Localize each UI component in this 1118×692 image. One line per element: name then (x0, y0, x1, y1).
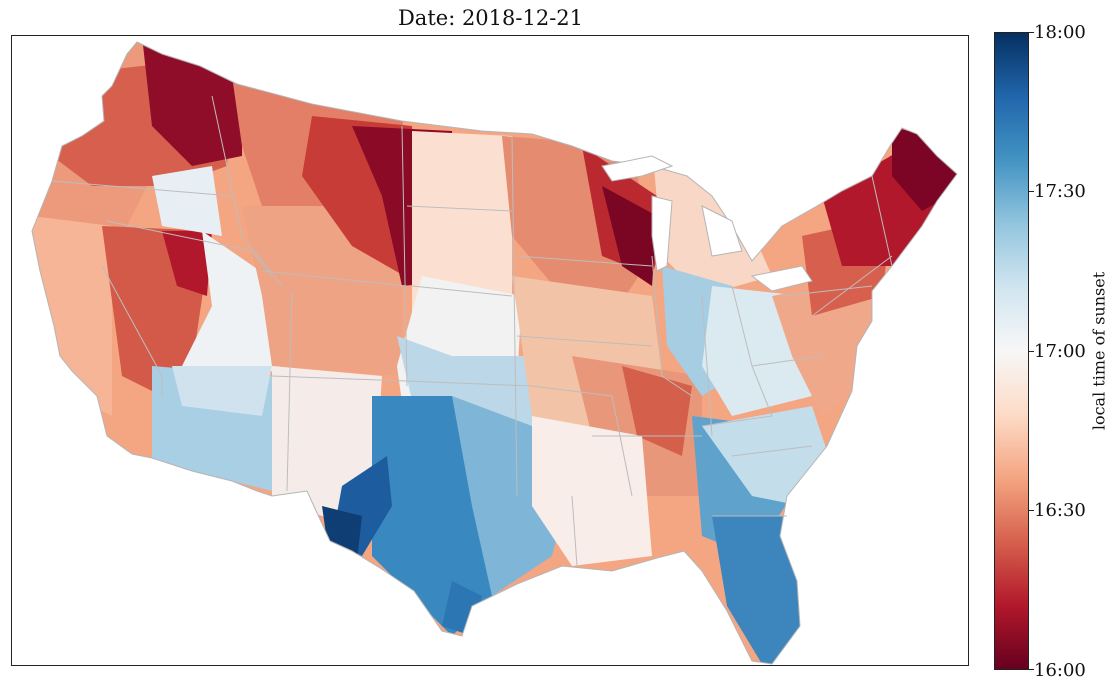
map-frame (11, 35, 969, 666)
great-lakes (601, 155, 813, 292)
colorbar-tick-mark (1029, 669, 1034, 670)
colorbar-tick-label: 18:00 (1034, 22, 1086, 43)
colorbar-gradient (995, 33, 1028, 669)
colorbar-tick-label: 17:00 (1034, 341, 1086, 362)
choropleth-fill (32, 42, 957, 664)
colorbar-tick-mark (1029, 510, 1034, 511)
chart-title: Date: 2018-12-21 (397, 6, 584, 30)
colorbar-tick-mark (1029, 191, 1034, 192)
us-map (31, 41, 958, 665)
colorbar-axis-label: local time of sunset (1089, 271, 1109, 431)
state-borders (51, 95, 893, 567)
colorbar-tick-label: 16:00 (1034, 660, 1086, 681)
colorbar-tick-mark (1029, 32, 1034, 33)
colorbar (994, 32, 1029, 670)
colorbar-tick-label: 16:30 (1034, 500, 1086, 521)
colorbar-tick-label: 17:30 (1034, 181, 1086, 202)
map-outline (31, 41, 958, 665)
colorbar-tick-mark (1029, 351, 1034, 352)
